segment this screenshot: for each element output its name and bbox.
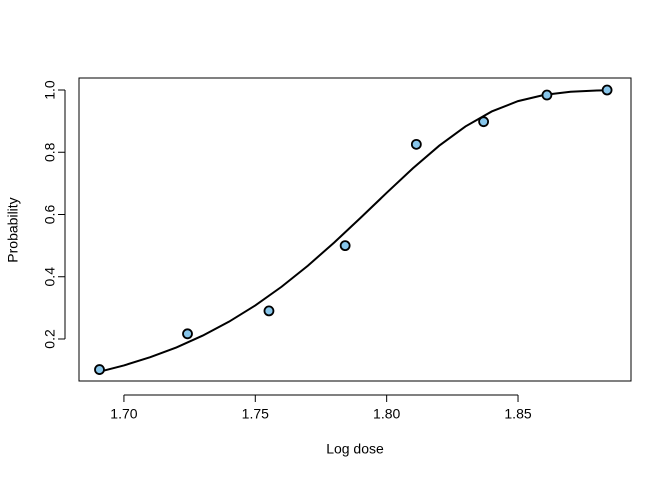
data-point <box>410 138 422 150</box>
plot-box <box>78 77 632 382</box>
x-tick-label: 1.75 <box>242 406 269 422</box>
y-tick-label: 0.8 <box>42 142 58 162</box>
data-point <box>182 328 193 340</box>
x-tick-label: 1.80 <box>373 406 400 422</box>
y-tick-label: 1.0 <box>42 80 58 100</box>
data-point <box>478 116 490 128</box>
data-point <box>339 240 351 252</box>
y-tick-label: 0.4 <box>42 267 58 287</box>
y-tick-label: 0.2 <box>42 329 58 349</box>
fitted-curve <box>97 89 611 374</box>
x-axis-label: Log dose <box>326 441 384 457</box>
data-point <box>263 305 275 317</box>
y-axis-label: Probability <box>5 197 21 262</box>
data-point <box>601 84 613 96</box>
data-point <box>94 364 105 375</box>
x-tick-label: 1.85 <box>504 406 531 422</box>
x-tick-label: 1.70 <box>110 406 137 422</box>
data-point <box>541 89 553 101</box>
y-tick-label: 0.6 <box>42 205 58 225</box>
